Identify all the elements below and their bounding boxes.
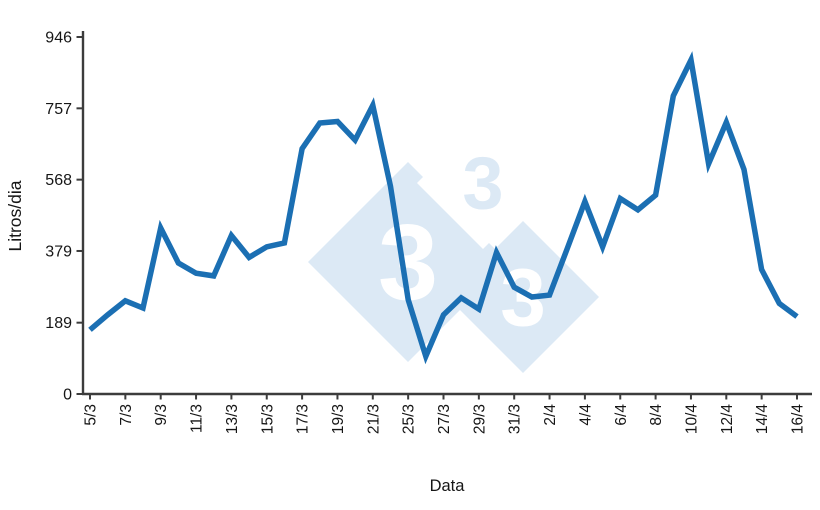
x-tick-label: 10/4 xyxy=(683,404,700,435)
x-tick-label: 13/3 xyxy=(224,404,241,434)
x-tick-label: 7/3 xyxy=(118,404,135,426)
y-tick-label: 379 xyxy=(45,243,72,260)
x-tick-labels: 5/3 7/3 9/3 11/3 13/3 15/3 17/3 19/3 21/3 25/3 27/… xyxy=(83,394,807,434)
x-tick-label: 25/3 xyxy=(401,404,418,434)
y-tick-label: 757 xyxy=(45,101,72,118)
y-axis-title: Litros/dia xyxy=(5,180,25,251)
x-tick-label: 15/3 xyxy=(259,404,276,434)
y-tick-label: 946 xyxy=(45,30,72,47)
x-tick-label: 12/4 xyxy=(719,404,736,435)
watermark-diamond xyxy=(417,117,549,249)
x-tick-label: 16/4 xyxy=(790,404,807,435)
y-tick-label: 568 xyxy=(45,172,72,189)
x-tick-label: 27/3 xyxy=(436,404,453,434)
x-tick-label: 21/3 xyxy=(365,404,382,434)
y-tick-label: 189 xyxy=(45,315,72,332)
x-tick-label: 4/4 xyxy=(577,404,594,426)
x-tick-label: 11/3 xyxy=(189,404,206,433)
y-tick-label: 0 xyxy=(63,387,72,404)
x-axis-title: Data xyxy=(430,477,466,495)
watermark-3-glyph: 3 xyxy=(462,142,503,225)
x-tick-label: 2/4 xyxy=(542,404,559,426)
x-tick-label: 14/4 xyxy=(754,404,771,435)
x-tick-label: 5/3 xyxy=(83,404,100,426)
x-tick-label: 29/3 xyxy=(471,404,488,434)
x-tick-label: 9/3 xyxy=(153,404,170,426)
x-tick-label: 6/4 xyxy=(613,404,630,426)
x-tick-label: 19/3 xyxy=(330,404,347,434)
watermark-333-logo: 333 xyxy=(308,117,599,373)
x-tick-label: 31/3 xyxy=(507,404,524,434)
data-line-litros-per-day xyxy=(88,51,799,365)
y-tick-labels: 0 189 379 568 757 946 xyxy=(45,30,83,404)
x-tick-label: 17/3 xyxy=(295,404,312,434)
x-tick-label: 8/4 xyxy=(648,404,665,426)
